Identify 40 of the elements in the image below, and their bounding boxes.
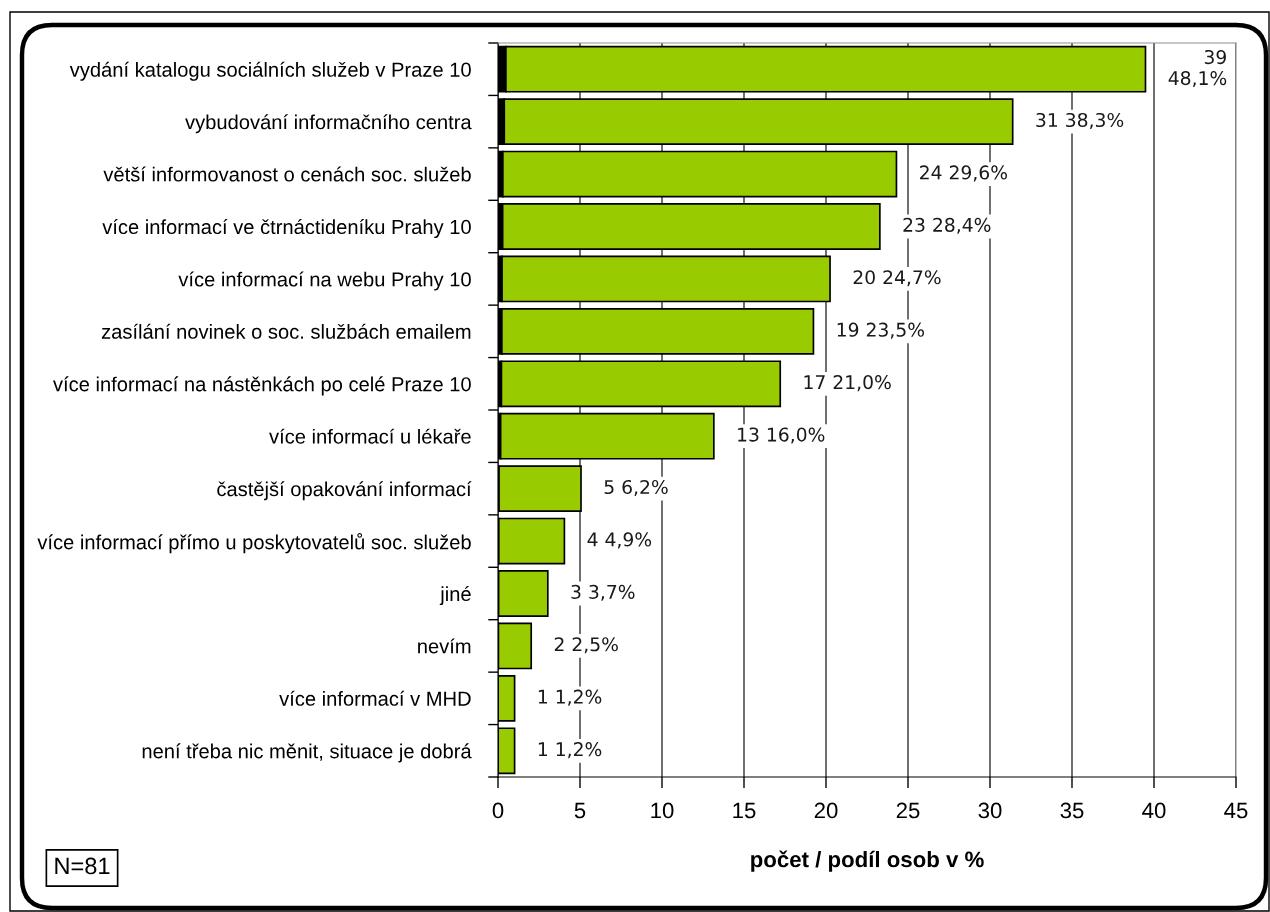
- data-label: 31 38,3%: [1036, 112, 1124, 129]
- y-tick-label: více informací přímo u poskytovatelů soc. služeb: [37, 532, 471, 554]
- x-tick-label: 10: [651, 802, 674, 819]
- y-tick-label: vydání katalogu sociálních služeb v Praze 10: [69, 61, 471, 81]
- x-tick-label: 30: [978, 802, 1002, 819]
- x-tick-label: 35: [1060, 802, 1084, 819]
- x-tick-label: 25: [896, 802, 920, 819]
- y-tick-label: více informací ve čtrnáctideníku Prahy 10: [102, 219, 471, 239]
- data-label: 13 16,0%: [738, 427, 825, 444]
- x-tick-label: 0: [492, 802, 504, 819]
- data-label: 39 48,1%: [1168, 49, 1227, 88]
- data-label: 5 6,2%: [604, 479, 668, 496]
- data-label: 23 28,4%: [903, 217, 991, 234]
- data-label: 19 23,5%: [837, 322, 925, 339]
- data-label: 17 21,0%: [804, 375, 891, 392]
- y-tick-label: není třeba nic měnit, situace je dobrá: [142, 743, 472, 763]
- y-tick-label: více informací na webu Prahy 10: [178, 271, 471, 291]
- y-tick-label: více informací na nástěnkách po celé Praze 10: [53, 376, 471, 396]
- data-label: 2 2,5%: [554, 637, 618, 654]
- data-label: 4 4,9%: [587, 532, 652, 549]
- x-tick-label: 15: [733, 802, 756, 819]
- y-tick-label: zasílání novinek o soc. službách emailem: [101, 323, 471, 339]
- data-label: 1 1,2%: [538, 742, 602, 759]
- text: N=81: [55, 857, 110, 875]
- y-tick-label: větší informovanost o cenách soc. služeb: [103, 166, 471, 182]
- y-tick-label: více informací u lékaře: [269, 428, 471, 444]
- y-tick-label: více informací v MHD: [279, 690, 471, 706]
- x-tick-label: 5: [574, 802, 586, 819]
- y-tick-label: vybudování informačního centra: [185, 114, 472, 134]
- y-tick-label: nevím: [418, 638, 471, 654]
- x-axis-title: počet / podíl osob v %: [751, 850, 984, 872]
- y-tick-label: častější opakování informací: [217, 481, 472, 501]
- data-label: 1 1,2%: [538, 689, 602, 706]
- x-tick-label: 45: [1224, 802, 1248, 819]
- y-tick-label: jiné: [439, 586, 471, 606]
- data-label: 20 24,7%: [853, 270, 941, 287]
- data-label: 24 29,6%: [920, 165, 1008, 182]
- x-tick-label: 40: [1142, 802, 1166, 819]
- x-tick-label: 20: [814, 802, 838, 819]
- data-label: 3 3,7%: [571, 584, 635, 601]
